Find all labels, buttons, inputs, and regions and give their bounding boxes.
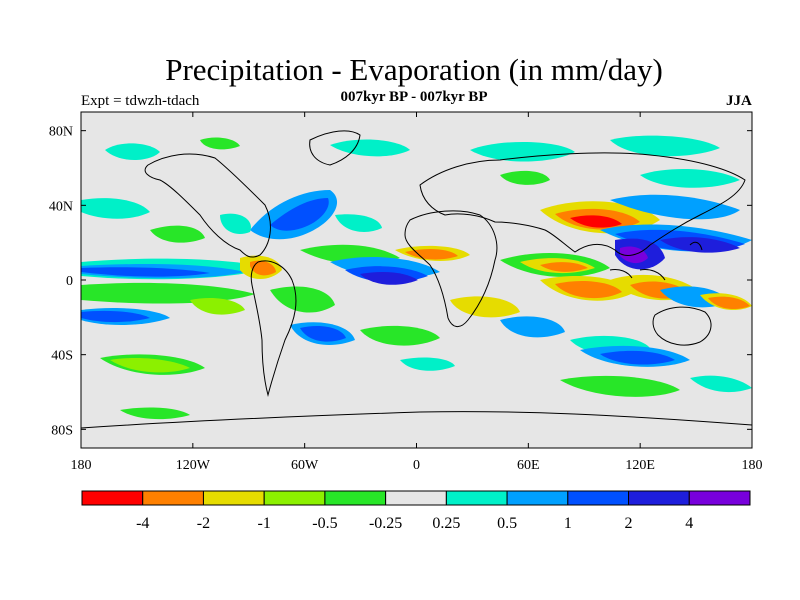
colorbar-swatch — [81, 490, 144, 506]
lat-tick-label: 0 — [66, 274, 73, 289]
colorbar-label: 1 — [564, 515, 572, 532]
experiment-label: Expt = tdwzh-tdach — [81, 93, 200, 109]
colorbar-label: 0.5 — [497, 515, 517, 532]
chart-title: Precipitation - Evaporation (in mm/day) — [165, 52, 663, 87]
colorbar-swatch — [385, 490, 447, 506]
colorbar-label: -4 — [136, 515, 149, 532]
lon-tick-label: 180 — [742, 458, 763, 473]
colorbar-label: -2 — [197, 515, 210, 532]
colorbar-swatch — [567, 490, 630, 506]
lon-tick-label: 180 — [71, 458, 92, 473]
lon-tick-label: 0 — [413, 458, 420, 473]
colorbar-label: -0.25 — [369, 515, 402, 532]
colorbar-swatch — [628, 490, 690, 506]
colorbar-label: 0.25 — [432, 515, 460, 532]
colorbar-swatch — [142, 490, 204, 506]
colorbar-swatch — [688, 490, 751, 506]
lon-tick-label: 60E — [517, 458, 540, 473]
colorbar-label: -1 — [258, 515, 271, 532]
lat-tick-label: 40N — [49, 199, 73, 214]
lon-tick-label: 120E — [625, 458, 655, 473]
lon-tick-label: 60W — [291, 458, 319, 473]
colorbar-label: -0.5 — [312, 515, 337, 532]
season-label: JJA — [726, 93, 752, 109]
colorbar-swatch — [263, 490, 326, 506]
colorbar-swatch — [324, 490, 387, 506]
colorbar-swatch — [445, 490, 508, 506]
colorbar-label: 2 — [625, 515, 633, 532]
lat-axis: 80N 40N 0 40S 80S — [49, 125, 752, 438]
colorbar-swatch — [202, 490, 265, 506]
lon-tick-label: 120W — [176, 458, 211, 473]
lat-tick-label: 40S — [51, 349, 73, 364]
lat-tick-label: 80N — [49, 125, 73, 140]
colorbar: -4 -2 -1 -0.5 -0.25 0.25 0.5 1 2 4 — [81, 490, 751, 532]
colorbar-swatch — [506, 490, 569, 506]
lat-tick-label: 80S — [51, 423, 73, 438]
colorbar-label: 4 — [685, 515, 693, 532]
lon-axis: 180 120W 60W 0 60E 120E 180 — [71, 112, 763, 473]
coastlines — [81, 130, 752, 429]
chart-subtitle: 007kyr BP - 007kyr BP — [340, 89, 488, 105]
